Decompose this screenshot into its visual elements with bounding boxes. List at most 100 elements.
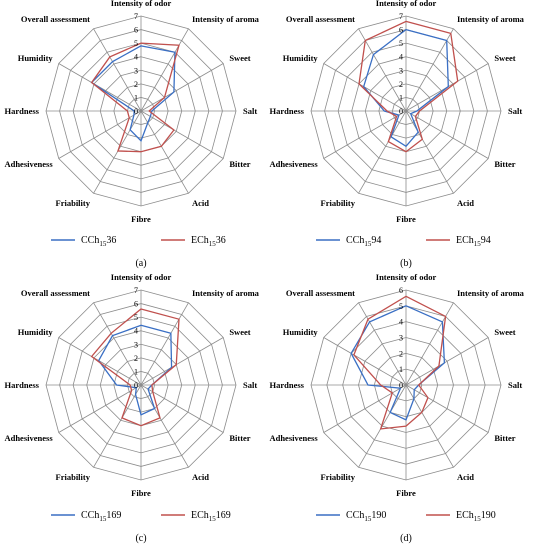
axis-label: Adhesiveness — [4, 433, 53, 443]
axis-label: Acid — [192, 198, 209, 208]
series-line-ech — [358, 20, 459, 153]
tick-label: 2 — [134, 354, 138, 363]
tick-label: 7 — [134, 286, 138, 295]
axis-label: Overall assessment — [286, 288, 355, 298]
axis-label: Acid — [457, 198, 474, 208]
grid-spoke — [93, 110, 142, 194]
tick-label: 5 — [134, 39, 138, 48]
radar-panel-a: 0 1 2 3 4 5 6 7 Intensity of odor Intensity of ar… — [4, 0, 259, 269]
tick-label: 3 — [399, 66, 403, 75]
grid-spoke — [140, 302, 189, 386]
axis-label: Hardness — [270, 380, 305, 390]
grid-spoke — [93, 28, 142, 112]
grid-spoke — [405, 337, 489, 386]
axis-label: Fibre — [131, 488, 151, 498]
grid-spoke — [323, 337, 407, 386]
grid-spoke — [358, 28, 407, 112]
axis-label: Friability — [321, 472, 356, 482]
axis-label: Hardness — [5, 380, 40, 390]
series-line-cch — [97, 324, 173, 416]
axis-label: Adhesiveness — [269, 433, 318, 443]
tick-label: 3 — [134, 66, 138, 75]
legend-label: CCh15169 — [81, 510, 121, 523]
series-line-ech — [90, 42, 180, 153]
panel-label: (c) — [135, 533, 146, 544]
legend-label: ECh1594 — [456, 235, 491, 248]
panel-label: (d) — [400, 533, 412, 544]
axis-label: Hardness — [270, 106, 305, 116]
series-line-ech — [353, 295, 447, 430]
legend: CCh1536 ECh1536 — [51, 235, 226, 248]
axis-label: Intensity of aroma — [192, 14, 260, 24]
radar-panel-c: 0 1 2 3 4 5 6 7 Intensity of odor Intensity of ar… — [4, 272, 259, 544]
axis-label: Sweet — [229, 327, 250, 337]
series-line-ech — [90, 308, 180, 427]
tick-label: 1 — [399, 365, 403, 374]
tick-label: 1 — [399, 93, 403, 102]
grid-spoke — [140, 384, 224, 433]
grid-spoke — [58, 110, 142, 159]
tick-label: 4 — [134, 53, 138, 62]
legend-label: CCh1594 — [346, 235, 381, 248]
series-line-cch — [362, 28, 449, 148]
tick-label: 2 — [399, 80, 403, 89]
axis-label: Intensity of aroma — [457, 288, 525, 298]
tick-label: 6 — [399, 286, 403, 295]
tick-label: 4 — [399, 318, 403, 327]
legend-label: ECh15190 — [456, 510, 496, 523]
legend-label: ECh15169 — [191, 510, 231, 523]
grid-spoke — [405, 384, 454, 468]
legend-label: CCh1536 — [81, 235, 116, 248]
axis-label: Humidity — [283, 53, 319, 63]
axis-label: Salt — [508, 106, 522, 116]
legend-label: CCh15190 — [346, 510, 386, 523]
axis-label: Humidity — [283, 327, 319, 337]
axis-label: Intensity of aroma — [457, 14, 525, 24]
axis-label: Fibre — [396, 214, 416, 224]
tick-label: 0 — [399, 381, 403, 390]
series-line-cch — [350, 305, 446, 421]
tick-label: 4 — [134, 327, 138, 336]
grid-spoke — [405, 28, 454, 112]
axis-label: Overall assessment — [21, 288, 90, 298]
axis-label: Overall assessment — [286, 14, 355, 24]
tick-label: 0 — [134, 381, 138, 390]
grid-spoke — [358, 384, 407, 468]
grid-spoke — [140, 63, 224, 112]
grid-spoke — [93, 302, 142, 386]
grid-spoke — [93, 384, 142, 468]
grid-spoke — [358, 110, 407, 194]
tick-label: 6 — [399, 26, 403, 35]
grid-spoke — [140, 337, 224, 386]
axis-label: Salt — [243, 106, 257, 116]
tick-label: 1 — [134, 93, 138, 102]
axis-label: Adhesiveness — [4, 159, 53, 169]
grid-spoke — [140, 110, 224, 159]
panel-label: (b) — [400, 258, 412, 269]
legend: CCh15190 ECh15190 — [316, 510, 496, 523]
panel-label: (a) — [135, 258, 146, 269]
tick-label: 7 — [134, 12, 138, 21]
axis-label: Hardness — [5, 106, 40, 116]
tick-label: 6 — [134, 300, 138, 309]
grid-spoke — [405, 384, 489, 433]
axis-label: Adhesiveness — [269, 159, 318, 169]
axis-label: Sweet — [494, 327, 515, 337]
legend: CCh1594 ECh1594 — [316, 235, 491, 248]
tick-label: 0 — [399, 107, 403, 116]
grid-spoke — [140, 28, 189, 112]
axis-label: Intensity of odor — [111, 0, 172, 8]
grid-spoke — [405, 302, 454, 386]
legend: CCh15169 ECh15169 — [51, 510, 231, 523]
tick-label: 0 — [134, 107, 138, 116]
axis-label: Bitter — [494, 433, 515, 443]
axis-label: Bitter — [229, 159, 250, 169]
axis-label: Intensity of odor — [376, 0, 437, 8]
legend-label: ECh1536 — [191, 235, 226, 248]
axis-label: Salt — [243, 380, 257, 390]
tick-label: 5 — [134, 313, 138, 322]
axis-label: Fibre — [396, 488, 416, 498]
tick-label: 6 — [134, 26, 138, 35]
axis-label: Overall assessment — [21, 14, 90, 24]
